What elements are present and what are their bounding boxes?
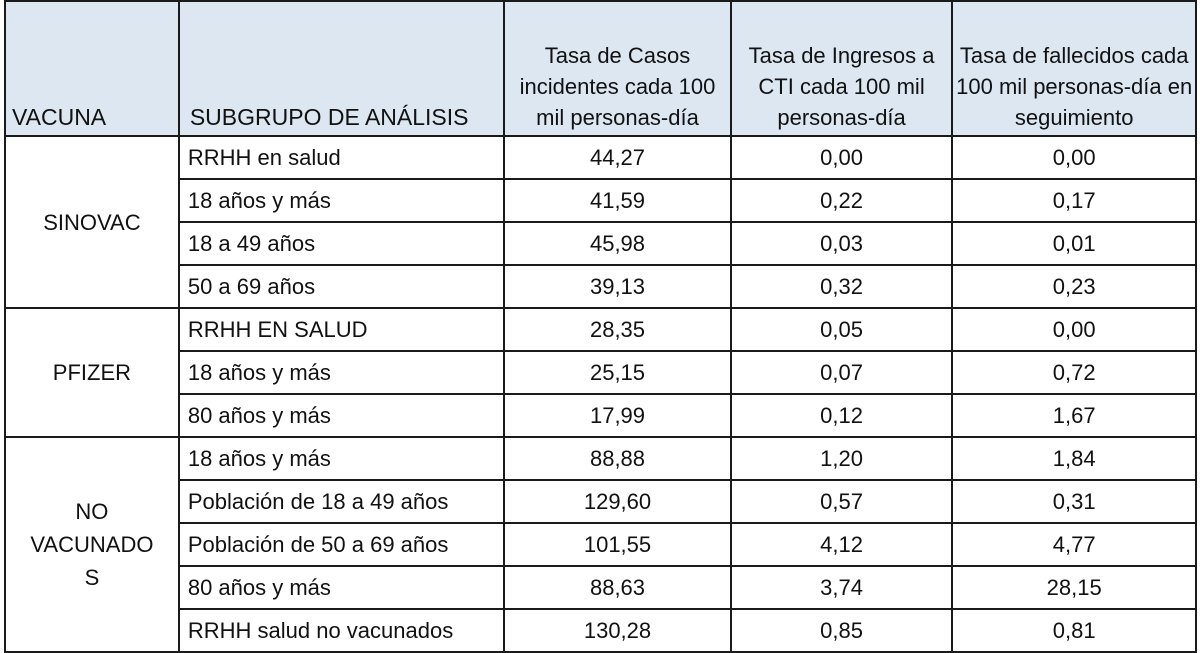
- cti-cell: 0,07: [729, 350, 954, 395]
- fallecidos-cell: 28,15: [951, 565, 1197, 610]
- casos-cell: 130,28: [503, 608, 732, 653]
- table-row: RRHH salud no vacunados 130,28 0,85 0,81: [5, 608, 1197, 653]
- table-row: 50 a 69 años 39,13 0,32 0,23: [5, 264, 1197, 309]
- cti-cell: 0,05: [729, 307, 954, 352]
- cti-cell: 0,03: [729, 221, 954, 266]
- subgroup-cell: 18 años y más: [177, 350, 506, 395]
- subgroup-cell: Población de 18 a 49 años: [177, 479, 506, 524]
- fallecidos-cell: 0,01: [951, 221, 1197, 266]
- table-row: 80 años y más 17,99 0,12 1,67: [5, 393, 1197, 438]
- subgroup-cell: 80 años y más: [177, 393, 506, 438]
- casos-cell: 39,13: [503, 264, 732, 309]
- fallecidos-cell: 1,84: [951, 436, 1197, 481]
- header-vacuna: VACUNA: [4, 0, 180, 137]
- header-row: VACUNA SUBGRUPO DE ANÁLISIS Tasa de Caso…: [4, 0, 1197, 137]
- cti-cell: 1,20: [729, 436, 954, 481]
- casos-cell: 28,35: [503, 307, 732, 352]
- subgroup-cell: 18 años y más: [177, 436, 506, 481]
- cti-cell: 0,22: [729, 178, 954, 223]
- fallecidos-cell: 0,00: [951, 135, 1197, 180]
- table-row: PFIZER RRHH EN SALUD 28,35 0,05 0,00: [4, 307, 1197, 438]
- fallecidos-cell: 0,31: [951, 479, 1197, 524]
- casos-cell: 25,15: [503, 350, 732, 395]
- header-subgrupo: SUBGRUPO DE ANÁLISIS: [177, 0, 506, 137]
- subgroup-cell: RRHH salud no vacunados: [177, 608, 506, 653]
- header-casos: Tasa de Casos incidentes cada 100 mil pe…: [503, 0, 732, 137]
- cti-cell: 0,57: [729, 479, 954, 524]
- casos-cell: 45,98: [503, 221, 732, 266]
- casos-cell: 88,63: [503, 565, 732, 610]
- table-row: SINOVAC RRHH en salud 44,27 0,00 0,00: [4, 135, 1197, 309]
- table-row: 18 años y más 41,59 0,22 0,17: [5, 178, 1197, 223]
- subgroup-cell: RRHH EN SALUD: [177, 307, 506, 352]
- subgroup-cell: 50 a 69 años: [177, 264, 506, 309]
- casos-cell: 129,60: [503, 479, 732, 524]
- vaccine-cell-sinovac: SINOVAC: [4, 135, 180, 309]
- subgroup-cell: 80 años y más: [177, 565, 506, 610]
- rates-table: VACUNA SUBGRUPO DE ANÁLISIS Tasa de Caso…: [4, 0, 1197, 653]
- cti-cell: 0,00: [729, 135, 954, 180]
- table-body: SINOVAC RRHH en salud 44,27 0,00 0,00 18…: [4, 135, 1197, 653]
- table-row: 18 a 49 años 45,98 0,03 0,01: [5, 221, 1197, 266]
- fallecidos-cell: 0,72: [951, 350, 1197, 395]
- casos-cell: 17,99: [503, 393, 732, 438]
- table-row: Población de 50 a 69 años 101,55 4,12 4,…: [5, 522, 1197, 567]
- subgroup-cell: 18 años y más: [177, 178, 506, 223]
- cti-cell: 3,74: [729, 565, 954, 610]
- fallecidos-cell: 0,23: [951, 264, 1197, 309]
- vaccine-label-no-vacunados: NO VACUNADO S: [30, 499, 154, 590]
- subgroup-cell: RRHH en salud: [177, 135, 506, 180]
- table-row: Población de 18 a 49 años 129,60 0,57 0,…: [5, 479, 1197, 524]
- vaccine-cell-pfizer: PFIZER: [4, 307, 180, 438]
- header-cti: Tasa de Ingresos a CTI cada 100 mil pers…: [729, 0, 954, 137]
- cti-cell: 0,12: [729, 393, 954, 438]
- table-row: NO VACUNADO S 18 años y más 88,88 1,20 1…: [4, 436, 1197, 653]
- cti-cell: 0,32: [729, 264, 954, 309]
- fallecidos-cell: 1,67: [951, 393, 1197, 438]
- casos-cell: 44,27: [503, 135, 732, 180]
- fallecidos-cell: 0,00: [951, 307, 1197, 352]
- fallecidos-cell: 0,17: [951, 178, 1197, 223]
- fallecidos-cell: 4,77: [951, 522, 1197, 567]
- vaccine-cell-no-vacunados: NO VACUNADO S: [4, 436, 180, 653]
- table-row: 80 años y más 88,63 3,74 28,15: [5, 565, 1197, 610]
- fallecidos-cell: 0,81: [951, 608, 1197, 653]
- casos-cell: 41,59: [503, 178, 732, 223]
- cti-cell: 4,12: [729, 522, 954, 567]
- header-fallecidos: Tasa de fallecidos cada 100 mil personas…: [951, 0, 1197, 137]
- subgroup-cell: Población de 50 a 69 años: [177, 522, 506, 567]
- casos-cell: 101,55: [503, 522, 732, 567]
- table-row: 18 años y más 25,15 0,07 0,72: [5, 350, 1197, 395]
- subgroup-cell: 18 a 49 años: [177, 221, 506, 266]
- casos-cell: 88,88: [503, 436, 732, 481]
- cti-cell: 0,85: [729, 608, 954, 653]
